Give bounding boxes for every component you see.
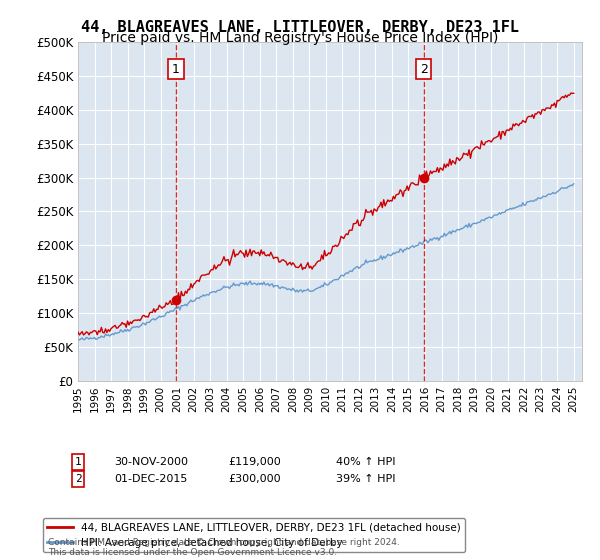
Text: Price paid vs. HM Land Registry's House Price Index (HPI): Price paid vs. HM Land Registry's House …	[102, 31, 498, 45]
Text: 01-DEC-2015: 01-DEC-2015	[114, 474, 187, 484]
Text: 40% ↑ HPI: 40% ↑ HPI	[336, 457, 395, 467]
Text: 1: 1	[74, 457, 82, 467]
Text: 30-NOV-2000: 30-NOV-2000	[114, 457, 188, 467]
Text: 1: 1	[172, 63, 180, 76]
Text: £300,000: £300,000	[228, 474, 281, 484]
Text: 2: 2	[74, 474, 82, 484]
Text: 39% ↑ HPI: 39% ↑ HPI	[336, 474, 395, 484]
Text: £119,000: £119,000	[228, 457, 281, 467]
Text: 2: 2	[420, 63, 428, 76]
Legend: 44, BLAGREAVES LANE, LITTLEOVER, DERBY, DE23 1FL (detached house), HPI: Average : 44, BLAGREAVES LANE, LITTLEOVER, DERBY, …	[43, 518, 466, 552]
Text: 44, BLAGREAVES LANE, LITTLEOVER, DERBY, DE23 1FL: 44, BLAGREAVES LANE, LITTLEOVER, DERBY, …	[81, 20, 519, 35]
Text: Contains HM Land Registry data © Crown copyright and database right 2024.
This d: Contains HM Land Registry data © Crown c…	[48, 538, 400, 557]
